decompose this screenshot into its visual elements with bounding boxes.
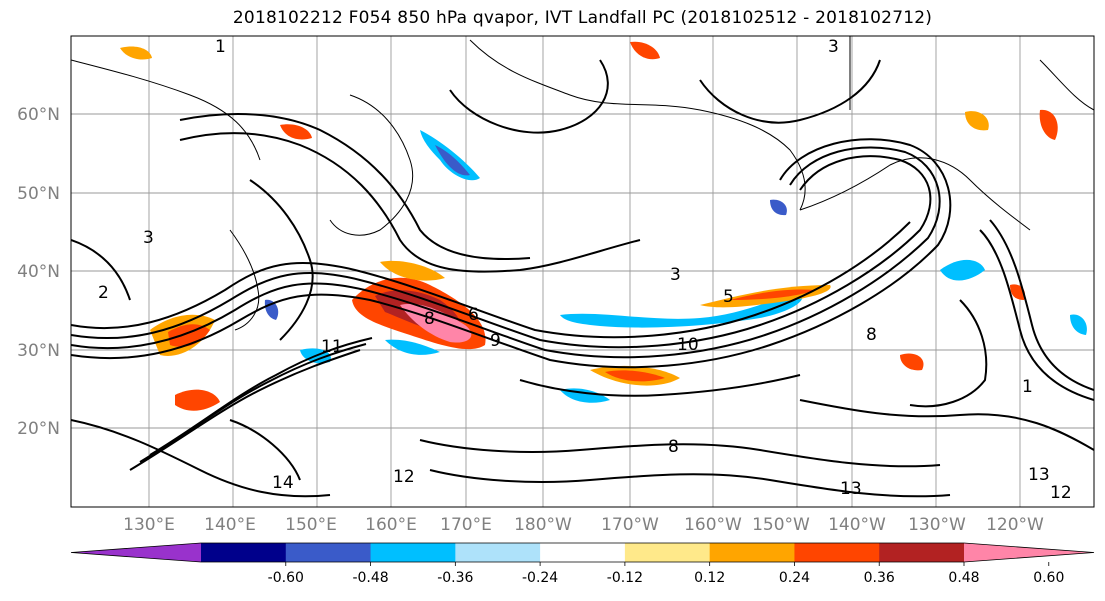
lon-label: 160°E (365, 515, 417, 535)
contour-label: 12 (1050, 483, 1072, 503)
lon-label: 180°W (514, 515, 572, 535)
contour-label: 1 (1022, 377, 1033, 397)
contour-labels: 1 2 3 3 3 5 6 8 9 10 11 12 13 13 14 1 8 … (98, 37, 1072, 503)
map-area (71, 36, 1094, 507)
colorbar-segment (709, 543, 795, 562)
contour-label: 14 (272, 473, 294, 493)
contour-label: 8 (668, 437, 679, 457)
contour-label: 1 (215, 37, 226, 57)
colorbar-tick-label: -0.36 (437, 570, 473, 586)
lat-label: 50°N (17, 184, 60, 204)
colorbar-segment (201, 543, 287, 562)
colorbar-tick-label: 0.24 (779, 570, 810, 586)
colorbar-tick-label: -0.60 (268, 570, 304, 586)
contour-label: 10 (677, 335, 699, 355)
lon-label: 130°W (908, 515, 966, 535)
lon-label: 150°E (285, 515, 337, 535)
colorbar-outline (70, 542, 1095, 563)
colorbar-segment (370, 543, 456, 562)
lon-label: 160°W (684, 515, 742, 535)
colorbar-tick-label: -0.24 (522, 570, 558, 586)
longitude-labels: 130°E 140°E 150°E 160°E 170°E 180°W 170°… (123, 515, 1044, 535)
lon-label: 150°W (752, 515, 810, 535)
colorbar-segment (455, 543, 541, 562)
colorbar-segment (624, 543, 711, 562)
lon-label: 170°E (440, 515, 492, 535)
contour-label: 3 (828, 37, 839, 57)
lon-label: 130°E (123, 515, 175, 535)
colorbar-tick-label: 0.12 (694, 570, 725, 586)
qvapor-shading (120, 41, 1087, 411)
contour-label: 3 (143, 228, 154, 248)
colorbar-tick-label: 0.60 (1033, 570, 1064, 586)
colorbar-tick-label: -0.12 (607, 570, 643, 586)
contour-label: 13 (1028, 465, 1050, 485)
contour-label: 11 (321, 337, 343, 357)
contour-label: 13 (840, 479, 862, 499)
contour-label: 8 (866, 325, 877, 345)
map-title: 2018102212 F054 850 hPa qvapor, IVT Land… (232, 8, 933, 28)
colorbar-tick-label: 0.36 (864, 570, 895, 586)
lat-label: 20°N (17, 419, 60, 439)
latitude-labels: 60°N 50°N 40°N 30°N 20°N (17, 105, 60, 439)
lon-label: 140°E (204, 515, 256, 535)
lat-label: 60°N (17, 105, 60, 125)
colorbar-segment (540, 543, 626, 562)
lat-label: 40°N (17, 262, 60, 282)
colorbar-segment (879, 543, 965, 562)
contour-label: 9 (490, 331, 501, 351)
colorbar-extend-min (71, 543, 201, 562)
lon-label: 120°W (986, 515, 1044, 535)
lat-label: 30°N (17, 341, 60, 361)
colorbar-segment (794, 543, 880, 562)
contour-label: 12 (393, 467, 415, 487)
lon-label: 140°W (828, 515, 886, 535)
colorbar-tick-label: -0.48 (352, 570, 388, 586)
colorbar-extend-max (964, 543, 1094, 562)
colorbar-tick-label: 0.48 (948, 570, 979, 586)
contour-label: 8 (424, 309, 435, 329)
map-border (70, 35, 1095, 508)
contour-label: 5 (723, 287, 734, 307)
contour-label: 6 (468, 305, 479, 325)
lon-label: 170°W (601, 515, 659, 535)
coastlines (71, 36, 1094, 331)
contour-label: 2 (98, 283, 109, 303)
colorbar-segment (285, 543, 372, 562)
colorbar: -0.60 -0.48 -0.36 -0.24 -0.12 0.12 0.24 0.36 0.4… (70, 542, 1095, 586)
contour-label: 3 (670, 265, 681, 285)
ivt-contours (71, 59, 1094, 498)
